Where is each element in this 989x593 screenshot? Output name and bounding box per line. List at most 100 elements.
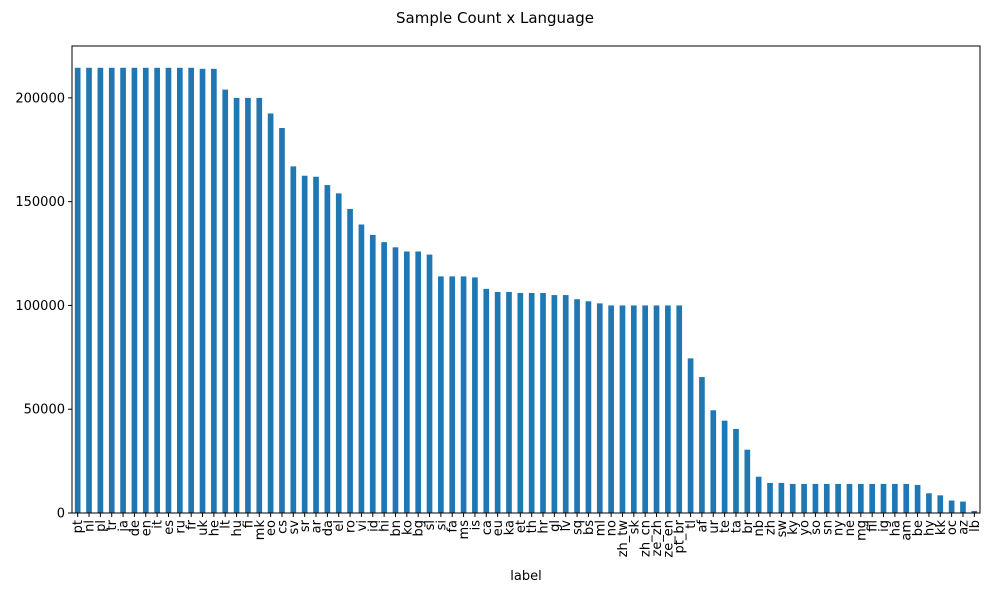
x-tick-label: ro [344,520,359,533]
bar [438,276,444,513]
bar [744,449,751,513]
bar [97,67,104,513]
x-tick-label: sk [627,520,642,535]
x-tick-label: mk [253,520,268,541]
x-tick-label: kk [934,520,949,536]
bar [74,67,81,513]
x-tick-label: lv [559,520,574,532]
x-tick-label: lt [219,520,234,529]
bar [154,67,160,513]
bar [108,67,115,513]
y-tick-label: 150000 [15,195,65,210]
bar [642,305,649,513]
bar [733,428,739,513]
x-tick-label: zh_cn [639,520,654,557]
bar [835,483,841,513]
x-tick-label: sv [287,520,302,535]
bar [494,291,501,513]
bar [755,476,762,513]
x-tick-label: ze_en [661,520,676,558]
x-tick-label: ne [843,520,858,536]
bar [369,234,376,513]
bar [892,483,898,513]
bar [653,305,660,513]
x-tick-label: te [718,520,733,533]
bar [142,67,149,513]
x-tick-label: ky [786,520,801,535]
x-tick-label: fil [866,520,881,532]
x-tick-label: ca [480,520,495,535]
x-tick-label: es [162,520,177,535]
x-tick-label: hi [378,520,393,532]
bar [313,176,319,513]
bar [857,483,864,513]
x-tick-label: ze_zh [650,520,665,556]
x-tick-label: nl [83,520,98,532]
x-tick-label: so [809,520,824,535]
bar [415,251,422,514]
x-tick-label: sw [775,520,790,538]
x-tick-label: zh_tw [616,520,631,558]
x-tick-label: cs [275,520,290,534]
bar [222,89,229,513]
x-axis-ticks: ptnlpltrjadeenitesrufrukhelthufimkeocssv… [71,513,983,558]
x-tick-label: sr [298,519,313,532]
x-tick-label: vi [355,520,370,531]
bar [846,483,853,513]
bar [267,113,274,514]
x-tick-label: gl [548,520,563,532]
x-tick-label: ur [707,519,722,533]
y-tick-label: 50000 [24,403,65,418]
x-tick-label: af [695,520,710,533]
bar [506,291,512,513]
bar [256,97,263,513]
x-tick-label: no [605,520,620,536]
x-tick-label: ar [310,519,325,533]
bar [301,175,308,513]
y-tick-label: 0 [57,507,65,522]
x-tick-label: ny [832,520,847,536]
bar [676,305,683,513]
x-tick-label: nb [752,520,767,537]
bar [120,67,126,513]
bar [279,127,285,513]
bar [823,483,830,513]
bar [926,493,932,513]
bar [778,482,785,513]
x-tick-label: bs [582,520,597,535]
x-tick-label: ml [593,520,608,536]
x-tick-label: ka [502,520,517,535]
x-tick-label: he [207,520,222,536]
x-tick-label: fr [185,519,200,530]
bar [710,410,717,513]
bar [665,305,671,513]
x-tick-label: tr [105,519,120,530]
x-tick-label: it [151,520,166,529]
x-tick-label: en [139,520,154,536]
x-tick-label: bg [412,520,427,537]
x-tick-label: ig [877,520,892,532]
bar [483,288,490,513]
bar [948,500,955,513]
bar [528,292,535,513]
x-tick-label: yo [798,520,813,536]
x-tick-label: ru [173,520,188,534]
x-tick-label: fa [446,520,461,533]
bar [211,68,217,513]
x-tick-label: ta [729,520,744,533]
x-tick-label: br [741,519,756,533]
bar [767,482,773,513]
x-tick-label: ja [117,520,132,533]
bar [188,67,195,513]
bar [699,377,705,513]
bar [903,483,910,513]
bar [608,305,614,513]
x-tick-label: hr [537,519,552,533]
bar [880,483,887,513]
bar [619,305,626,513]
x-tick-label: mg [854,520,869,541]
bar [551,295,558,513]
bar [801,483,807,513]
bar [630,305,637,513]
